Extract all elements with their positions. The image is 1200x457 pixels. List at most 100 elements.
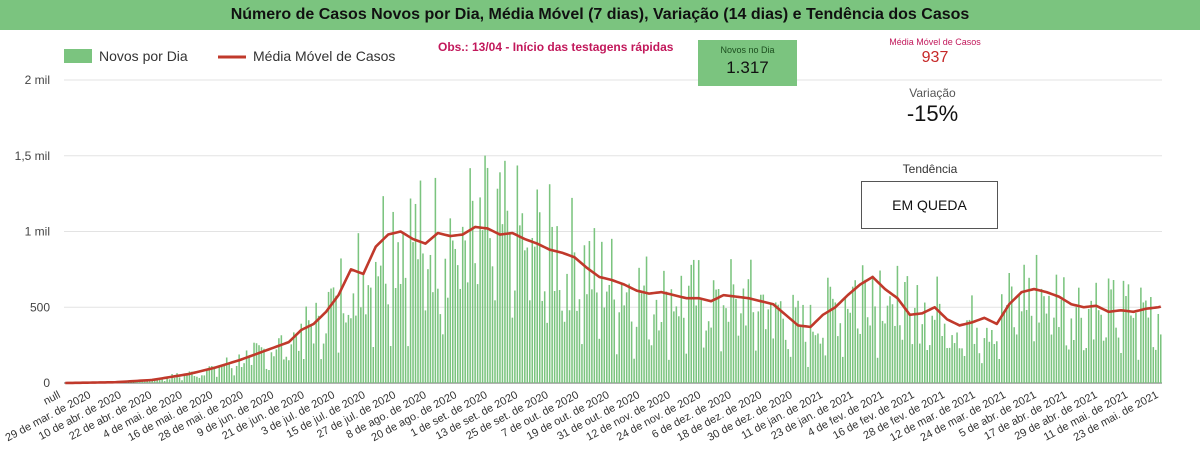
bar (717, 289, 720, 383)
bar (1152, 347, 1155, 383)
bar (687, 285, 690, 383)
bar (772, 338, 774, 383)
bar (382, 196, 384, 383)
bar (675, 306, 678, 383)
kpi-novos-no-dia: Novos no Dia 1.317 (698, 40, 797, 86)
bar (593, 228, 596, 383)
bar (837, 336, 839, 383)
bar (1003, 313, 1006, 383)
bar (437, 288, 439, 383)
bar (762, 294, 765, 383)
bar (802, 304, 804, 383)
bar (648, 339, 650, 383)
bar (479, 197, 481, 383)
bar (370, 287, 372, 383)
bar (779, 301, 782, 383)
bar (285, 356, 288, 383)
bar (461, 226, 464, 383)
bar (1132, 317, 1135, 383)
bar (143, 381, 146, 383)
bar (315, 302, 317, 383)
bar (548, 184, 551, 383)
bar (258, 345, 260, 383)
bar (243, 363, 245, 383)
bar (586, 294, 588, 383)
bar (809, 304, 812, 383)
bar (697, 260, 700, 383)
bar (971, 295, 973, 383)
bar (404, 277, 407, 383)
bar (973, 343, 976, 383)
bar (869, 325, 871, 383)
bar (191, 371, 193, 383)
bar (685, 353, 688, 383)
bar (777, 304, 779, 383)
bar (546, 322, 548, 383)
grid-lines (64, 79, 1162, 384)
bar (225, 357, 228, 383)
bar (372, 347, 375, 383)
bar (434, 177, 437, 383)
bar (168, 379, 171, 383)
bar (919, 343, 921, 383)
bar (993, 343, 996, 383)
legend-line-label: Média Móvel de Casos (253, 48, 395, 64)
kpi-tendencia-value: EM QUEDA (861, 181, 998, 229)
bar (573, 252, 576, 383)
bar (683, 317, 685, 383)
bar (218, 366, 221, 383)
bar (996, 341, 998, 383)
bar (598, 338, 601, 383)
bar (722, 305, 725, 383)
bar (1078, 287, 1080, 383)
bar (774, 302, 777, 383)
bar (501, 224, 504, 383)
bar (966, 320, 968, 383)
y-tick-label: 500 (30, 300, 50, 314)
bar (392, 211, 394, 383)
bar (496, 188, 499, 383)
bar (904, 282, 906, 383)
y-axis: 0 500 1 mil 1,5 mil 2 mil (15, 73, 51, 390)
bar (603, 307, 606, 383)
bar (921, 324, 924, 383)
bar (842, 356, 844, 383)
bar (156, 379, 158, 383)
bar (1058, 327, 1060, 383)
bar (936, 276, 938, 383)
legend-bars-label: Novos por Dia (99, 48, 188, 64)
bar (752, 312, 755, 383)
bar (591, 289, 593, 383)
bar (832, 298, 834, 383)
bar (1035, 254, 1038, 383)
bar (268, 370, 270, 383)
y-tick-label: 1 mil (25, 225, 50, 239)
bar (1155, 349, 1157, 383)
bar (211, 366, 213, 383)
bar (1040, 288, 1043, 383)
bar (330, 288, 332, 383)
bar (1070, 318, 1073, 383)
kpi-variacao: Variação -15% (885, 86, 980, 127)
bar (958, 348, 961, 383)
bar (1140, 287, 1142, 383)
bar (948, 347, 951, 383)
bar (792, 294, 794, 383)
bar (521, 213, 524, 383)
bar (640, 293, 643, 383)
bar (352, 293, 355, 383)
bar (692, 259, 695, 383)
bar (566, 273, 568, 383)
bar (250, 364, 253, 383)
bar (1142, 302, 1145, 383)
bar (178, 377, 181, 383)
y-tick-label: 1,5 mil (15, 149, 50, 163)
bar (466, 282, 469, 383)
bar (680, 275, 683, 383)
bar (1115, 327, 1117, 383)
bar (1020, 311, 1023, 383)
bar (827, 277, 829, 383)
bar (335, 295, 337, 383)
bar (745, 325, 747, 383)
bar (499, 172, 501, 383)
